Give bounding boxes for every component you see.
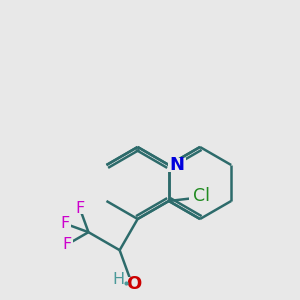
Text: F: F <box>60 216 69 231</box>
Text: O: O <box>126 275 142 293</box>
FancyBboxPatch shape <box>74 202 86 214</box>
FancyBboxPatch shape <box>59 218 71 230</box>
Text: F: F <box>75 201 85 216</box>
FancyBboxPatch shape <box>189 189 209 202</box>
FancyBboxPatch shape <box>124 277 140 291</box>
FancyBboxPatch shape <box>61 239 73 251</box>
FancyBboxPatch shape <box>168 158 186 172</box>
Text: N: N <box>169 156 184 174</box>
Text: F: F <box>62 237 71 252</box>
Text: Cl: Cl <box>193 187 210 205</box>
Text: H: H <box>112 272 124 286</box>
